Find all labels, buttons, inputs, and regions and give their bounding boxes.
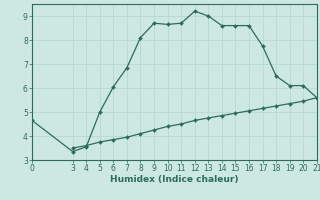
X-axis label: Humidex (Indice chaleur): Humidex (Indice chaleur): [110, 175, 239, 184]
